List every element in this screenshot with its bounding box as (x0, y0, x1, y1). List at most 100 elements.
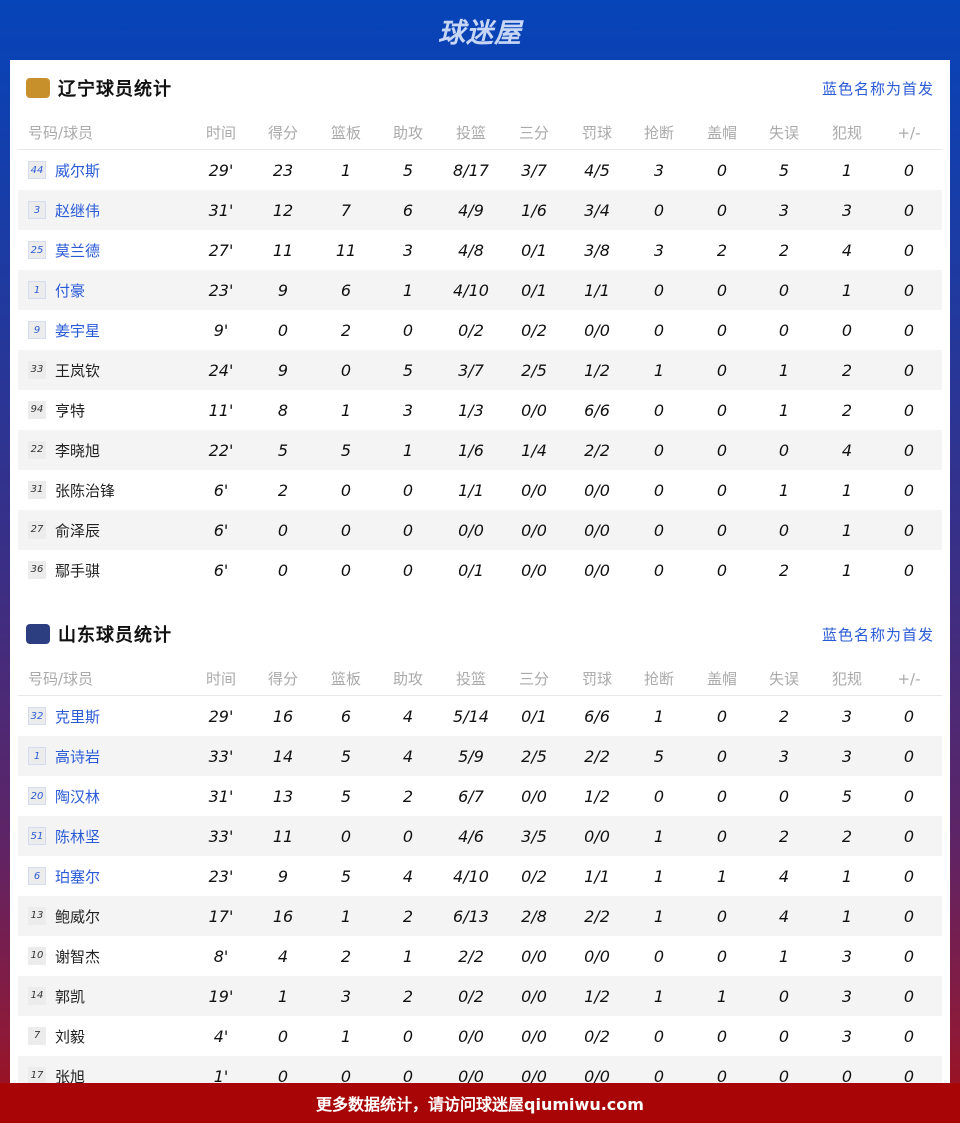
stat-cell: 5/9 (458, 746, 484, 766)
stat-cell: 0 (778, 786, 790, 806)
stat-cell: 1 (778, 360, 790, 380)
player-cell: 31 张陈治锋 (18, 480, 188, 501)
stat-cell: 4 (841, 440, 853, 460)
stat-cell: 3 (841, 746, 853, 766)
stat-cell: 3/7 (458, 360, 484, 380)
player-name[interactable]: 李晓旭 (55, 441, 101, 460)
stat-cell: 1 (841, 160, 853, 180)
player-name[interactable]: 姜宇星 (55, 321, 101, 340)
stat-cell: 0 (340, 520, 352, 540)
stat-cell: 0 (653, 1026, 665, 1046)
stat-cell: 0/0 (521, 520, 547, 540)
stat-cell: 1 (402, 440, 414, 460)
header-col: 犯规 (831, 124, 862, 142)
header-player: 号码/球员 (28, 670, 94, 688)
player-row[interactable]: 3 赵继伟 31' 12 7 6 4/9 1/6 3/4 0 0 3 3 0 (18, 190, 942, 230)
stat-cell: 0 (903, 866, 915, 886)
stat-cell: 0/0 (458, 520, 484, 540)
stat-cell: 0 (716, 200, 728, 220)
stat-cell: 5 (841, 786, 853, 806)
player-name[interactable]: 谢智杰 (55, 947, 101, 966)
player-name[interactable]: 张陈治锋 (55, 481, 116, 500)
player-row[interactable]: 51 陈林坚 33' 11 0 0 4/6 3/5 0/0 1 0 2 2 0 (18, 816, 942, 856)
player-row[interactable]: 31 张陈治锋 6' 2 0 0 1/1 0/0 0/0 0 0 1 1 0 (18, 470, 942, 510)
stat-cell: 2 (277, 480, 289, 500)
stat-cell: 1/3 (458, 400, 484, 420)
stat-cell: 0 (903, 826, 915, 846)
stat-cell: 0 (402, 826, 414, 846)
player-name[interactable]: 鲍威尔 (55, 907, 101, 926)
player-row[interactable]: 44 威尔斯 29' 23 1 5 8/17 3/7 4/5 3 0 5 1 0 (18, 150, 942, 190)
player-cell: 17 张旭 (18, 1066, 188, 1087)
player-name[interactable]: 高诗岩 (55, 747, 101, 766)
stat-cell: 6/13 (453, 906, 489, 926)
stat-cell: 0 (903, 520, 915, 540)
stat-cell: 16 (272, 706, 294, 726)
stat-cell: 0/0 (584, 320, 610, 340)
player-row[interactable]: 10 谢智杰 8' 4 2 1 2/2 0/0 0/0 0 0 1 3 0 (18, 936, 942, 976)
player-name[interactable]: 克里斯 (55, 707, 101, 726)
stat-cell: 1 (340, 906, 352, 926)
player-row[interactable]: 22 李晓旭 22' 5 5 1 1/6 1/4 2/2 0 0 0 4 0 (18, 430, 942, 470)
player-row[interactable]: 20 陶汉林 31' 13 5 2 6/7 0/0 1/2 0 0 0 5 0 (18, 776, 942, 816)
stat-cell: 2/2 (458, 946, 484, 966)
player-row[interactable]: 7 刘毅 4' 0 1 0 0/0 0/0 0/2 0 0 0 3 0 (18, 1016, 942, 1056)
player-row[interactable]: 94 亨特 11' 8 1 3 1/3 0/0 6/6 0 0 1 2 0 (18, 390, 942, 430)
player-row[interactable]: 36 鄢手骐 6' 0 0 0 0/1 0/0 0/0 0 0 2 1 0 (18, 550, 942, 590)
player-row[interactable]: 6 珀塞尔 23' 9 5 4 4/10 0/2 1/1 1 1 4 1 0 (18, 856, 942, 896)
player-name[interactable]: 郭凯 (55, 987, 86, 1006)
player-cell: 10 谢智杰 (18, 946, 188, 967)
stat-cell: 2 (841, 360, 853, 380)
player-name[interactable]: 亨特 (55, 401, 86, 420)
stat-cell: 2 (778, 560, 790, 580)
player-name[interactable]: 刘毅 (55, 1027, 86, 1046)
player-name[interactable]: 王岚钦 (55, 361, 101, 380)
stat-cell: 4/6 (458, 826, 484, 846)
stat-cell: 6' (213, 560, 229, 580)
stat-cell: 0/0 (584, 520, 610, 540)
player-row[interactable]: 32 克里斯 29' 16 6 4 5/14 0/1 6/6 1 0 2 3 0 (18, 696, 942, 736)
stat-cell: 2 (402, 906, 414, 926)
player-row[interactable]: 1 高诗岩 33' 14 5 4 5/9 2/5 2/2 5 0 3 3 0 (18, 736, 942, 776)
stat-cell: 0/0 (584, 946, 610, 966)
stat-cell: 0/0 (458, 1066, 484, 1086)
stat-cell: 2/5 (521, 746, 547, 766)
player-row[interactable]: 1 付豪 23' 9 6 1 4/10 0/1 1/1 0 0 0 1 0 (18, 270, 942, 310)
footer-banner[interactable]: 更多数据统计，请访问球迷屋qiumiwu.com (0, 1083, 960, 1123)
player-name[interactable]: 珀塞尔 (55, 867, 101, 886)
header-col: +/- (897, 123, 921, 142)
player-name[interactable]: 张旭 (55, 1067, 86, 1086)
stat-cell: 0 (716, 826, 728, 846)
stat-cell: 2/8 (521, 906, 547, 926)
player-name[interactable]: 鄢手骐 (55, 561, 101, 580)
player-name[interactable]: 莫兰德 (55, 241, 101, 260)
player-name[interactable]: 威尔斯 (55, 161, 101, 180)
player-name[interactable]: 陶汉林 (55, 787, 101, 806)
stat-cell: 0 (903, 400, 915, 420)
stat-cell: 3 (402, 240, 414, 260)
stat-cell: 0 (340, 560, 352, 580)
player-row[interactable]: 27 俞泽辰 6' 0 0 0 0/0 0/0 0/0 0 0 0 1 0 (18, 510, 942, 550)
stat-cell: 0 (340, 480, 352, 500)
player-row[interactable]: 25 莫兰德 27' 11 11 3 4/8 0/1 3/8 3 2 2 4 0 (18, 230, 942, 270)
stat-cell: 29' (208, 160, 234, 180)
stat-cell: 1 (841, 280, 853, 300)
stat-cell: 0 (903, 160, 915, 180)
stat-cell: 6 (340, 706, 352, 726)
stat-cell: 0 (903, 480, 915, 500)
stat-cell: 23 (272, 160, 294, 180)
player-name[interactable]: 赵继伟 (55, 201, 101, 220)
player-name[interactable]: 俞泽辰 (55, 521, 101, 540)
stat-cell: 4/5 (584, 160, 610, 180)
player-name[interactable]: 付豪 (55, 281, 86, 300)
stat-cell: 33' (208, 746, 234, 766)
stat-cell: 0/2 (584, 1026, 610, 1046)
player-row[interactable]: 13 鲍威尔 17' 16 1 2 6/13 2/8 2/2 1 0 4 1 0 (18, 896, 942, 936)
player-row[interactable]: 14 郭凯 19' 1 3 2 0/2 0/0 1/2 1 1 0 3 0 (18, 976, 942, 1016)
player-row[interactable]: 33 王岚钦 24' 9 0 5 3/7 2/5 1/2 1 0 1 2 0 (18, 350, 942, 390)
stat-cell: 1' (213, 1066, 229, 1086)
player-row[interactable]: 9 姜宇星 9' 0 2 0 0/2 0/2 0/0 0 0 0 0 0 (18, 310, 942, 350)
stat-cell: 0 (903, 1026, 915, 1046)
stat-cell: 3 (841, 706, 853, 726)
player-name[interactable]: 陈林坚 (55, 827, 101, 846)
